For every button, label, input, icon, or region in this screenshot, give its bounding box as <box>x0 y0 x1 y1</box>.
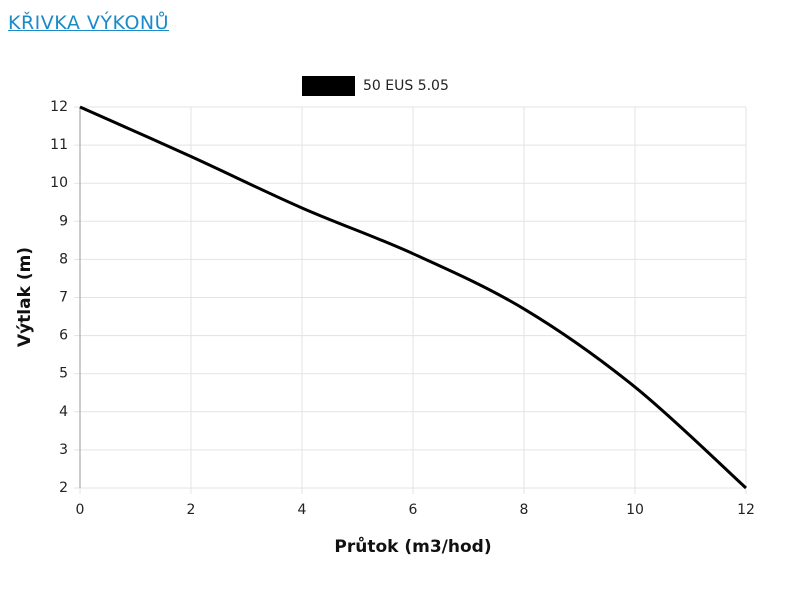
y-tick-label: 2 <box>59 480 68 496</box>
y-tick-label: 9 <box>59 213 68 229</box>
heading-link[interactable]: KŘIVKA VÝKONŮ <box>8 12 170 34</box>
x-tick-label: 10 <box>626 502 644 518</box>
legend-swatch <box>302 76 355 96</box>
x-tick-label: 2 <box>187 502 196 518</box>
y-tick-label: 10 <box>50 175 68 191</box>
legend-label: 50 EUS 5.05 <box>363 78 449 94</box>
series-line <box>79 105 748 490</box>
x-axis-title: Průtok (m3/hod) <box>334 535 491 557</box>
y-tick-label: 7 <box>59 290 68 306</box>
y-tick-label: 5 <box>59 366 68 382</box>
x-tick-label: 0 <box>76 502 85 518</box>
x-tick-label: 6 <box>409 502 418 518</box>
y-tick-label: 3 <box>59 442 68 458</box>
x-tick-label: 4 <box>298 502 307 518</box>
y-tick-label: 12 <box>50 99 68 115</box>
x-tick-label: 12 <box>737 502 755 518</box>
y-tick-label: 11 <box>50 137 68 153</box>
y-axis-title: Výtlak (m) <box>15 247 35 347</box>
y-tick-label: 4 <box>59 404 68 420</box>
y-tick-label: 8 <box>59 251 68 267</box>
x-tick-label: 8 <box>520 502 529 518</box>
y-tick-label: 6 <box>59 328 68 344</box>
